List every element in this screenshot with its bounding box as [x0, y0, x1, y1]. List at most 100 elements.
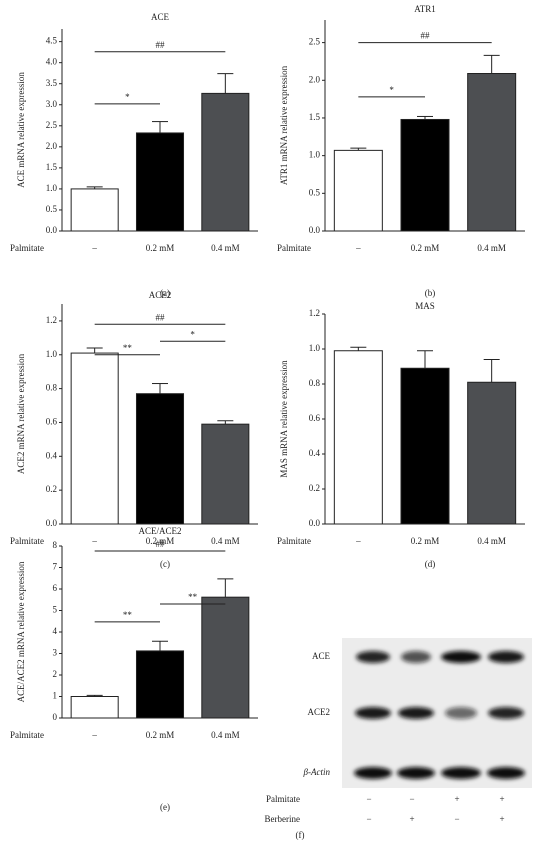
treatment-sign: −	[454, 814, 459, 824]
chart-title: ATR1	[414, 4, 436, 14]
y-tick-label: 0.0	[309, 518, 321, 528]
band	[356, 651, 390, 663]
error-bar	[217, 578, 234, 598]
y-tick-label: 0.5	[309, 187, 321, 197]
x-axis-label: Palmitate	[277, 536, 311, 546]
significance-label: ##	[156, 40, 166, 50]
y-tick-label: 0.8	[46, 383, 58, 393]
error-bar	[350, 147, 367, 151]
x-axis-label: Palmitate	[277, 243, 311, 253]
error-bar	[86, 694, 103, 697]
band	[487, 767, 525, 779]
band	[488, 651, 524, 663]
x-tick-label: 0.4 mM	[477, 536, 506, 546]
band	[354, 767, 392, 779]
band	[488, 707, 524, 719]
error-bar	[350, 346, 367, 351]
x-tick-label: 0.2 mM	[146, 243, 175, 253]
y-tick-label: 2.5	[46, 120, 58, 130]
x-tick-label: 0.4 mM	[477, 243, 506, 253]
bar	[333, 149, 383, 232]
y-tick-label: 3.0	[46, 99, 58, 109]
y-tick-label: 1.0	[309, 343, 321, 353]
x-tick-label: 0.2 mM	[411, 243, 440, 253]
y-axis-label: MAS mRNA relative expression	[279, 360, 289, 478]
band-label: ACE2	[308, 707, 331, 717]
panel-label: (c)	[160, 559, 170, 569]
x-tick-label: 0.4 mM	[211, 243, 240, 253]
treatment-sign: +	[454, 794, 459, 804]
treatment-sign: −	[366, 794, 371, 804]
bar	[201, 92, 250, 232]
band	[397, 767, 435, 779]
treatment-sign: −	[409, 794, 414, 804]
y-tick-label: 1.0	[46, 183, 58, 193]
y-tick-label: 0.0	[46, 225, 58, 235]
y-tick-label: 1.2	[309, 308, 320, 318]
x-tick-label: 0.4 mM	[211, 536, 240, 546]
y-tick-label: 1.2	[46, 315, 57, 325]
bar	[135, 393, 185, 525]
y-tick-label: 4.5	[46, 36, 58, 46]
band	[441, 651, 481, 663]
error-bar	[86, 347, 103, 354]
bar	[70, 188, 119, 232]
y-tick-label: 4	[53, 626, 58, 636]
y-tick-label: 0.6	[46, 417, 58, 427]
bar	[400, 367, 450, 525]
band	[441, 767, 481, 779]
y-tick-label: 0.8	[309, 378, 321, 388]
error-bar	[217, 420, 234, 425]
significance-label: **	[123, 343, 133, 353]
y-axis-label: ATR1 mRNA relative expression	[279, 65, 289, 185]
x-tick-label: 0.2 mM	[146, 536, 175, 546]
y-tick-label: 1	[53, 691, 58, 701]
significance-label: *	[125, 92, 130, 102]
y-tick-label: 0.0	[46, 518, 58, 528]
bar	[333, 350, 383, 525]
x-tick-label: –	[91, 536, 97, 546]
bar	[467, 381, 517, 525]
band	[398, 707, 434, 719]
y-tick-label: 6	[53, 583, 58, 593]
band	[445, 707, 477, 719]
treatment-sign: +	[499, 814, 504, 824]
significance-label: ##	[421, 31, 431, 41]
panel-label: (f)	[296, 830, 305, 840]
y-tick-label: 4.0	[46, 57, 58, 67]
significance-label: **	[123, 610, 133, 620]
x-tick-label: –	[355, 536, 361, 546]
y-axis-label: ACE/ACE2 mRNA relative expression	[16, 561, 26, 702]
bar	[400, 118, 450, 232]
panel-label: (b)	[425, 288, 436, 298]
y-tick-label: 0.6	[309, 413, 321, 423]
x-tick-label: 0.2 mM	[146, 730, 175, 740]
bar	[70, 352, 119, 525]
y-tick-label: 3.5	[46, 78, 58, 88]
bar	[70, 696, 119, 719]
bar	[467, 73, 517, 232]
y-tick-label: 0	[53, 712, 58, 722]
error-bar	[152, 640, 168, 651]
y-tick-label: 3	[53, 648, 58, 658]
x-axis-label: Palmitate	[10, 243, 44, 253]
y-tick-label: 0.2	[46, 484, 57, 494]
bar	[135, 132, 185, 232]
error-bar	[417, 350, 433, 369]
treatment-sign: +	[409, 814, 414, 824]
y-tick-label: 2	[53, 669, 58, 679]
significance-label: ##	[156, 312, 166, 322]
x-tick-label: –	[355, 243, 361, 253]
y-tick-label: 0.4	[309, 448, 321, 458]
significance-label: ##	[156, 539, 166, 549]
chart-title: ACE2	[149, 290, 172, 300]
treatment-sign: +	[499, 794, 504, 804]
panel-label: (e)	[160, 802, 170, 812]
treatment-label: Berberine	[265, 814, 300, 824]
x-tick-label: 0.4 mM	[211, 730, 240, 740]
x-axis-label: Palmitate	[10, 536, 44, 546]
error-bar	[86, 186, 103, 189]
error-bar	[152, 121, 168, 133]
bar	[201, 596, 250, 719]
